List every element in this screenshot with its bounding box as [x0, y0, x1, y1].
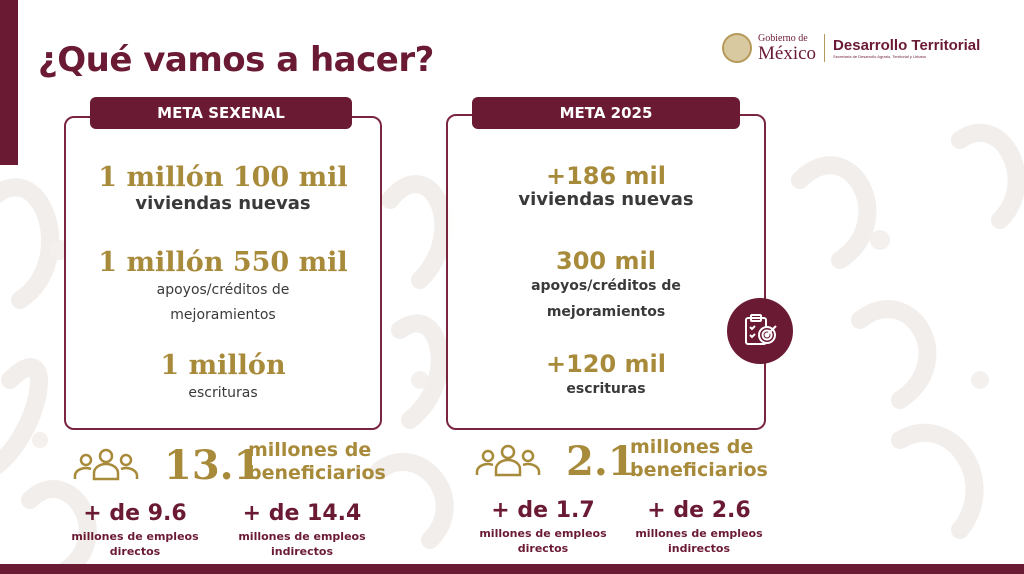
left-accent-bar — [0, 0, 18, 165]
right-stat1-value: +186 mil — [545, 162, 667, 190]
right-stat1-label: viviendas nuevas — [518, 189, 694, 211]
left-stat2-label-1: apoyos/créditos de — [156, 281, 290, 298]
left-indirect-jobs: + de 14.4 millones de empleos indirectos — [222, 503, 382, 560]
logo-agency: Desarrollo Territorial — [833, 37, 981, 54]
right-stat2-label-2: mejoramientos — [546, 303, 666, 320]
left-beneficiaries-label-2: beneficiarios — [248, 462, 386, 484]
left-indirect-jobs-label-1: millones de empleos — [238, 530, 366, 543]
meta-sexenal-card — [64, 116, 382, 430]
logo-gov-big: México — [758, 42, 817, 64]
right-indirect-jobs-value: + de 2.6 — [647, 498, 751, 523]
right-direct-jobs-label-1: millones de empleos — [479, 527, 607, 540]
left-beneficiaries-label-1: millones de — [248, 439, 372, 461]
left-direct-jobs-label-2: directos — [109, 545, 161, 559]
left-stat1-value: 1 millón 100 mil — [98, 162, 348, 193]
left-stat-apoyos: 1 millón 550 mil apoyos/créditos de mejo… — [64, 248, 382, 328]
left-indirect-jobs-label-2: indirectos — [270, 545, 333, 559]
right-stat3-label: escrituras — [566, 381, 646, 398]
right-indirect-jobs-label-2: indirectos — [667, 542, 730, 556]
right-stat-apoyos: 300 mil apoyos/créditos de mejoramientos — [446, 248, 766, 325]
left-stat2-label-2: mejoramientos — [170, 306, 276, 323]
right-stat2-label-1: apoyos/créditos de — [531, 278, 681, 295]
left-stat3-value: 1 millón — [160, 350, 286, 381]
right-indirect-jobs: + de 2.6 millones de empleos indirectos — [624, 500, 774, 557]
left-direct-jobs-value: + de 9.6 — [83, 501, 187, 526]
left-direct-jobs-label-1: millones de empleos — [71, 530, 199, 543]
left-indirect-jobs-value: + de 14.4 — [242, 501, 362, 526]
left-beneficiaries-value: 13.1 — [164, 442, 262, 489]
logo-gov-small: Gobierno de — [758, 32, 808, 44]
bottom-accent-bar — [0, 564, 1024, 574]
logo-agency-sub: Secretaría de Desarrollo Agrario, Territ… — [833, 54, 927, 59]
right-indirect-jobs-label-1: millones de empleos — [635, 527, 763, 540]
right-beneficiaries-value: 2.1 — [566, 438, 636, 485]
right-stat3-value: +120 mil — [545, 350, 667, 378]
right-beneficiaries-label-1: millones de — [630, 436, 754, 458]
meta-sexenal-header: META SEXENAL — [90, 97, 352, 129]
people-group-icon — [73, 448, 139, 481]
meta-2025-card — [446, 114, 766, 430]
left-stat1-label: viviendas nuevas — [135, 192, 311, 214]
left-direct-jobs: + de 9.6 millones de empleos directos — [60, 503, 210, 560]
right-stat2-value: 300 mil — [556, 247, 656, 275]
right-beneficiaries-label-2: beneficiarios — [630, 459, 768, 481]
right-direct-jobs-value: + de 1.7 — [491, 498, 595, 523]
right-direct-jobs: + de 1.7 millones de empleos directos — [468, 500, 618, 557]
left-stat-viviendas: 1 millón 100 mil viviendas nuevas — [64, 163, 382, 214]
left-stat2-value: 1 millón 550 mil — [98, 247, 348, 278]
government-seal-icon — [722, 33, 752, 63]
left-stat3-label: escrituras — [188, 384, 258, 401]
clipboard-target-icon — [727, 298, 793, 364]
logo-divider — [824, 34, 826, 62]
government-logo: Gobierno de México Desarrollo Territoria… — [722, 31, 990, 65]
right-stat-viviendas: +186 mil viviendas nuevas — [446, 162, 766, 211]
right-stat-escrituras: +120 mil escrituras — [446, 351, 766, 403]
left-stat-escrituras: 1 millón escrituras — [64, 351, 382, 406]
page-title: ¿Qué vamos a hacer? — [38, 40, 434, 80]
right-direct-jobs-label-2: directos — [517, 542, 569, 556]
meta-2025-header: META 2025 — [472, 97, 740, 129]
people-group-icon — [475, 444, 541, 477]
